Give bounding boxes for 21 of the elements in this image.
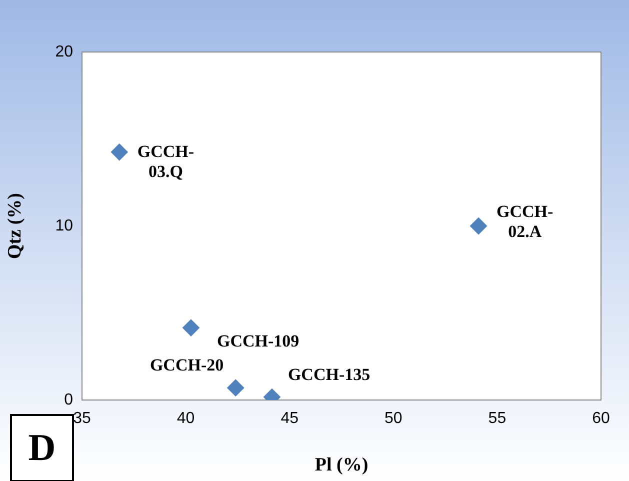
x-tick-label: 45 — [280, 410, 299, 428]
y-tick-label: 10 — [55, 217, 74, 234]
text: D — [10, 414, 74, 481]
x-tick-label: 50 — [384, 410, 402, 428]
x-axis-title: Pl (%) — [314, 454, 368, 476]
x-tick-label: 60 — [592, 410, 610, 428]
x-tick-label: 55 — [488, 410, 506, 428]
x-tick-label: 40 — [176, 410, 195, 428]
point — [110, 144, 128, 161]
point — [227, 379, 244, 396]
x-tick-label: 35 — [73, 410, 91, 428]
annotation: GCCH-20 — [150, 356, 224, 375]
annotation: GCCH- 03.Q — [137, 142, 194, 181]
y-tick-label: 0 — [64, 391, 74, 408]
point — [182, 319, 200, 336]
annotation: GCCH-109 — [216, 332, 300, 351]
annotation: GCCH-135 — [288, 364, 370, 384]
y-tick-label: 20 — [55, 43, 74, 60]
annotation: GCCH- 02.A — [496, 202, 554, 241]
point — [470, 218, 488, 234]
y-axis-title: Qtz (%) — [4, 193, 26, 259]
